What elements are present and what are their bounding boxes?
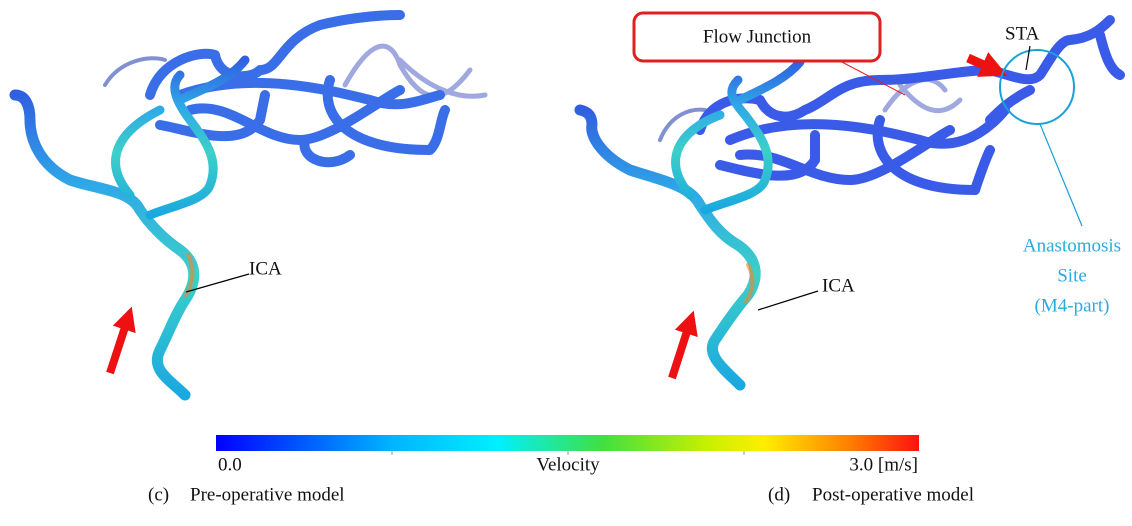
flow-junction-label: Flow Junction <box>703 26 812 47</box>
colorbar-max: 3.0 [m/s] <box>849 454 918 475</box>
flow-arrow <box>672 322 690 378</box>
caption-label: (d) <box>768 484 790 505</box>
figure: ICA Flow Junction STA ICA Anastomosis Si… <box>0 0 1132 521</box>
colorbar-min: 0.0 <box>218 454 242 475</box>
vessel-model-pre <box>15 15 485 395</box>
ica-label: ICA <box>822 275 855 296</box>
colorbar <box>216 435 919 451</box>
sta-label: STA <box>1005 23 1040 44</box>
leader-line <box>758 291 818 310</box>
anastomosis-label: Site <box>1057 265 1087 286</box>
anastomosis-label: (M4-part) <box>1035 295 1110 316</box>
caption: Post-operative model <box>812 484 974 505</box>
caption-label: (c) <box>148 484 169 505</box>
leader-line <box>1040 124 1082 226</box>
colorbar-title: Velocity <box>536 454 600 475</box>
caption: Pre-operative model <box>190 484 345 505</box>
vessel-model-post <box>580 20 1120 385</box>
leader-line <box>1026 46 1030 70</box>
anastomosis-label: Anastomosis <box>1023 235 1121 256</box>
anastomosis-circle <box>1000 50 1074 124</box>
ica-label: ICA <box>249 258 282 279</box>
flow-arrow <box>110 318 128 373</box>
